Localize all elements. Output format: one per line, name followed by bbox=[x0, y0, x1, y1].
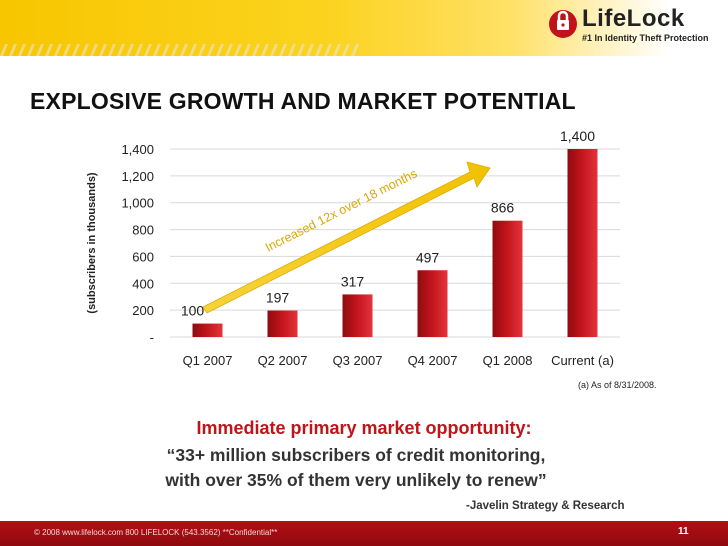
data-label: 197 bbox=[266, 290, 290, 306]
x-tick-label: Q2 2007 bbox=[258, 353, 308, 368]
stripe bbox=[342, 44, 350, 56]
y-tick-label: 200 bbox=[132, 303, 154, 318]
stripe bbox=[198, 44, 206, 56]
quote-line-1: “33+ million subscribers of credit monit… bbox=[166, 445, 546, 465]
stripe bbox=[189, 44, 197, 56]
page-number: 11 bbox=[678, 526, 689, 537]
data-label: 1,400 bbox=[560, 130, 595, 144]
stripe bbox=[261, 44, 269, 56]
stripe bbox=[288, 44, 296, 56]
bar bbox=[492, 220, 523, 337]
x-tick-label: Q1 2007 bbox=[183, 353, 233, 368]
stripe bbox=[216, 44, 224, 56]
x-tick-label: Current (a) bbox=[551, 353, 614, 368]
logo-tagline: #1 In Identity Theft Protection bbox=[582, 33, 709, 43]
bar bbox=[567, 149, 598, 337]
stripe bbox=[63, 44, 71, 56]
stripe bbox=[99, 44, 107, 56]
header-band bbox=[0, 0, 728, 56]
data-label: 497 bbox=[416, 249, 440, 265]
quote-source: -Javelin Strategy & Research bbox=[466, 500, 625, 512]
stripe bbox=[144, 44, 152, 56]
stripe bbox=[18, 44, 26, 56]
chart-footnote: (a) As of 8/31/2008. bbox=[578, 380, 657, 390]
stripe bbox=[207, 44, 215, 56]
stripe bbox=[333, 44, 341, 56]
stripe bbox=[27, 44, 35, 56]
y-tick-label: 1,400 bbox=[121, 142, 154, 157]
footer-bar bbox=[0, 521, 728, 546]
stripe bbox=[324, 44, 332, 56]
stripe bbox=[315, 44, 323, 56]
stripe bbox=[81, 44, 89, 56]
y-tick-label: 600 bbox=[132, 249, 154, 264]
bar bbox=[417, 270, 448, 337]
subscriber-growth-chart: - 200 400 600 800 1,000 1,200 1,400 (subscribers… bbox=[86, 130, 620, 368]
bar bbox=[192, 323, 223, 337]
slide-title: EXPLOSIVE GROWTH AND MARKET POTENTIAL bbox=[30, 88, 576, 114]
x-tick-label: Q3 2007 bbox=[333, 353, 383, 368]
stripe bbox=[162, 44, 170, 56]
y-axis-label: (subscribers in thousands) bbox=[86, 172, 98, 314]
stripe bbox=[225, 44, 233, 56]
bar bbox=[342, 294, 373, 337]
stripe bbox=[306, 44, 314, 56]
stripe bbox=[180, 44, 188, 56]
x-tick-label: Q4 2007 bbox=[408, 353, 458, 368]
logo-wordmark: LifeLock bbox=[582, 5, 685, 32]
stripe bbox=[252, 44, 260, 56]
stripe bbox=[351, 44, 359, 56]
stripe bbox=[135, 44, 143, 56]
padlock-icon bbox=[549, 10, 577, 38]
growth-arrow bbox=[202, 161, 491, 314]
market-opportunity-heading: Immediate primary market opportunity: bbox=[196, 418, 532, 438]
footer-text: © 2008 www.lifelock.com 800 LIFELOCK (54… bbox=[34, 528, 278, 537]
stripe bbox=[108, 44, 116, 56]
stripe bbox=[234, 44, 242, 56]
bar bbox=[267, 310, 298, 337]
decorative-stripes bbox=[0, 44, 359, 56]
y-tick-label: - bbox=[150, 330, 154, 345]
stripe bbox=[117, 44, 125, 56]
stripe bbox=[279, 44, 287, 56]
quote-line-2: with over 35% of them very unlikely to r… bbox=[165, 470, 547, 490]
stripe bbox=[45, 44, 53, 56]
data-label: 100 bbox=[181, 303, 205, 319]
stripe bbox=[126, 44, 134, 56]
stripe bbox=[297, 44, 305, 56]
stripe bbox=[54, 44, 62, 56]
y-tick-label: 1,200 bbox=[121, 169, 154, 184]
stripe bbox=[243, 44, 251, 56]
stripe bbox=[90, 44, 98, 56]
stripe bbox=[0, 44, 8, 56]
stripe bbox=[36, 44, 44, 56]
y-tick-label: 1,000 bbox=[121, 196, 154, 211]
x-tick-label: Q1 2008 bbox=[483, 353, 533, 368]
stripe bbox=[171, 44, 179, 56]
data-label: 866 bbox=[491, 200, 515, 216]
stripe bbox=[153, 44, 161, 56]
stripe bbox=[72, 44, 80, 56]
y-tick-label: 400 bbox=[132, 276, 154, 291]
data-label: 317 bbox=[341, 273, 365, 289]
lifelock-logo: LifeLock #1 In Identity Theft Protection bbox=[548, 4, 716, 46]
stripe bbox=[9, 44, 17, 56]
y-tick-label: 800 bbox=[132, 223, 154, 238]
stripe bbox=[270, 44, 278, 56]
